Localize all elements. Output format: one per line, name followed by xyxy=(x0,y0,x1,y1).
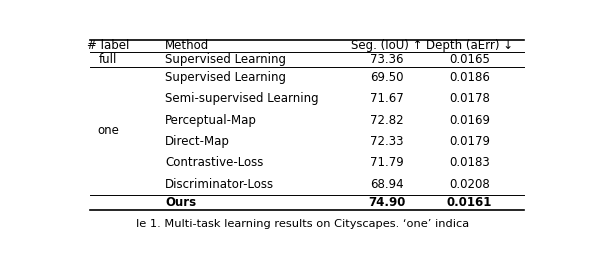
Text: Ours: Ours xyxy=(165,196,196,209)
Text: Depth (aErr) ↓: Depth (aErr) ↓ xyxy=(426,39,513,52)
Text: 71.67: 71.67 xyxy=(370,92,404,105)
Text: 74.90: 74.90 xyxy=(368,196,406,209)
Text: Method: Method xyxy=(165,39,209,52)
Text: 0.0186: 0.0186 xyxy=(449,71,490,84)
Text: 0.0208: 0.0208 xyxy=(449,178,490,191)
Text: 0.0169: 0.0169 xyxy=(449,114,490,127)
Text: Supervised Learning: Supervised Learning xyxy=(165,53,286,66)
Text: Contrastive-Loss: Contrastive-Loss xyxy=(165,156,264,169)
Text: 69.50: 69.50 xyxy=(370,71,404,84)
Text: Semi-supervised Learning: Semi-supervised Learning xyxy=(165,92,319,105)
Text: Direct-Map: Direct-Map xyxy=(165,135,230,148)
Text: Perceptual-Map: Perceptual-Map xyxy=(165,114,257,127)
Text: 0.0179: 0.0179 xyxy=(449,135,490,148)
Text: full: full xyxy=(99,53,117,66)
Text: 0.0165: 0.0165 xyxy=(449,53,490,66)
Text: 71.79: 71.79 xyxy=(370,156,404,169)
Text: Seg. (IoU) ↑: Seg. (IoU) ↑ xyxy=(351,39,422,52)
Text: 72.33: 72.33 xyxy=(370,135,404,148)
Text: one: one xyxy=(97,124,119,137)
Text: 72.82: 72.82 xyxy=(370,114,404,127)
Text: 0.0178: 0.0178 xyxy=(449,92,490,105)
Text: le 1. Multi-task learning results on Cityscapes. ‘one’ indica: le 1. Multi-task learning results on Cit… xyxy=(136,219,469,229)
Text: 0.0183: 0.0183 xyxy=(449,156,490,169)
Text: 0.0161: 0.0161 xyxy=(447,196,492,209)
Text: 68.94: 68.94 xyxy=(370,178,404,191)
Text: 73.36: 73.36 xyxy=(370,53,404,66)
Text: Discriminator-Loss: Discriminator-Loss xyxy=(165,178,274,191)
Text: Supervised Learning: Supervised Learning xyxy=(165,71,286,84)
Text: # label: # label xyxy=(87,39,129,52)
